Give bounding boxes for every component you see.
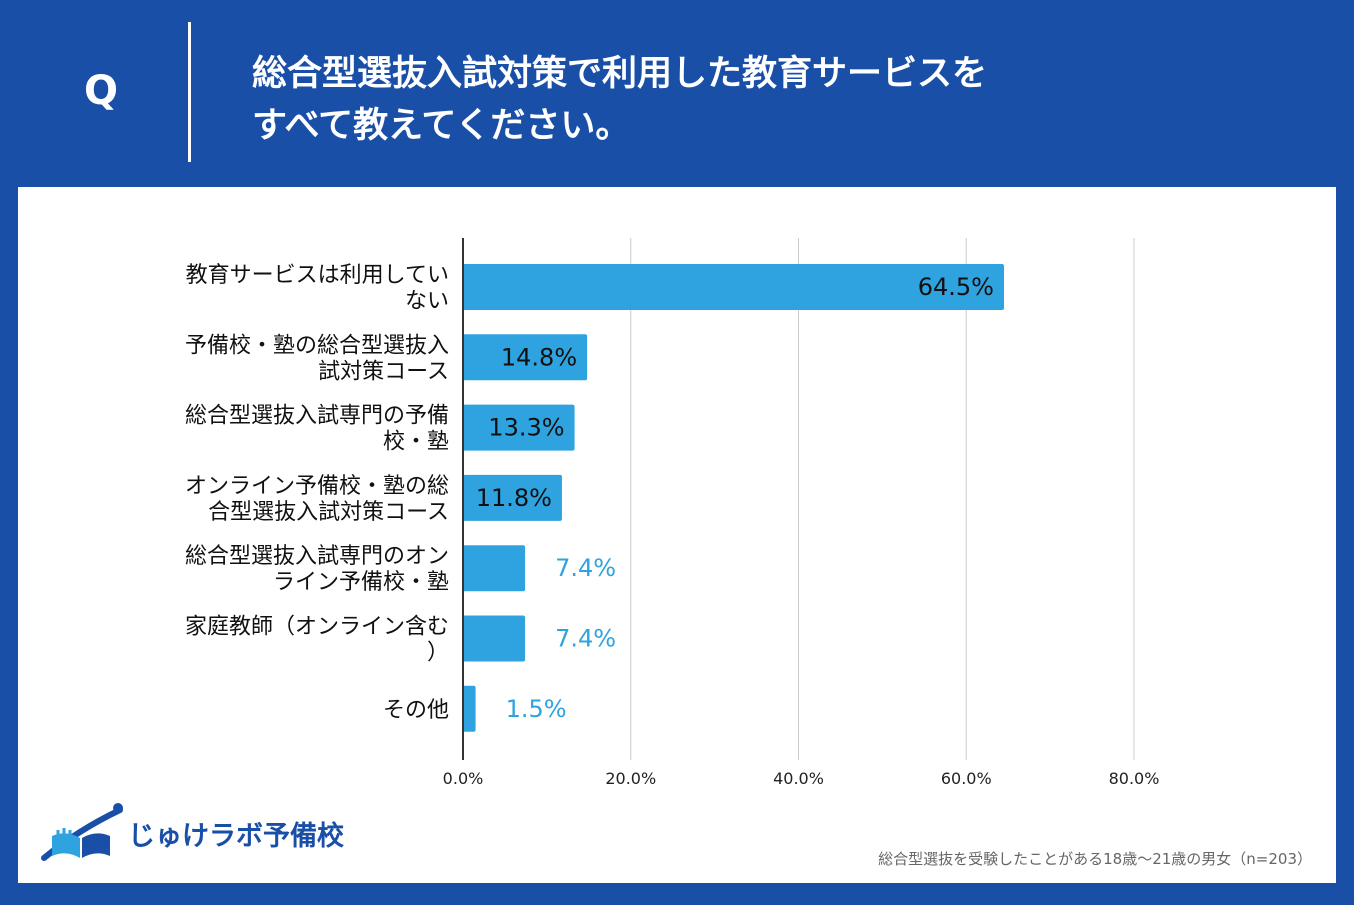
category-label: ） <box>427 641 449 666</box>
x-tick-label: 60.0% <box>941 769 992 788</box>
category-label: 予備校・塾の総合型選抜入 <box>185 333 449 358</box>
q-mark: Q <box>84 68 119 114</box>
question-line-2: すべて教えてください。 <box>252 106 631 146</box>
bar-data-label: 7.4% <box>555 554 616 582</box>
sample-footnote: 総合型選抜を受験したことがある18歳〜21歳の男女（n=203） <box>878 850 1312 868</box>
category-label: オンライン予備校・塾の総 <box>185 474 449 499</box>
bar-data-label: 1.5% <box>506 695 567 723</box>
bar <box>463 474 562 521</box>
bar <box>463 404 575 451</box>
bar-data-label: 13.3% <box>488 414 564 442</box>
question-line-1: 総合型選抜入試対策で利用した教育サービスを <box>252 54 988 94</box>
x-tick-label: 0.0% <box>443 769 484 788</box>
category-label: ない <box>405 289 449 314</box>
x-tick-label: 80.0% <box>1109 769 1160 788</box>
bar-data-label: 64.5% <box>918 273 994 301</box>
bar <box>463 615 526 662</box>
category-label: 家庭教師（オンライン含む <box>185 615 449 640</box>
bar <box>463 685 476 732</box>
open-book-swoosh-icon <box>41 803 123 861</box>
bar <box>463 545 526 592</box>
brand-logo: じゅけラボ予備校 <box>38 800 358 870</box>
bar <box>463 334 588 381</box>
bar-data-label: 7.4% <box>555 625 616 653</box>
category-label: その他 <box>383 698 449 723</box>
brand-name: じゅけラボ予備校 <box>128 821 344 852</box>
bar <box>463 264 1004 310</box>
category-label: 総合型選抜入試専門の予備 <box>185 404 449 429</box>
category-label: 総合型選抜入試専門のオン <box>185 544 449 569</box>
category-label: 試対策コース <box>318 359 449 384</box>
category-label: ライン予備校・塾 <box>273 570 449 595</box>
category-label: 合型選抜入試対策コース <box>208 500 449 525</box>
category-label: 教育サービスは利用してい <box>186 263 449 288</box>
x-tick-label: 40.0% <box>773 769 824 788</box>
question-title: 総合型選抜入試対策で利用した教育サービスを すべて教えてください。 <box>252 48 1252 152</box>
bar-data-label: 11.8% <box>476 484 552 512</box>
bar-data-label: 14.8% <box>501 343 577 371</box>
x-tick-label: 20.0% <box>605 769 656 788</box>
category-label: 校・塾 <box>383 430 449 455</box>
header-divider <box>188 22 191 162</box>
